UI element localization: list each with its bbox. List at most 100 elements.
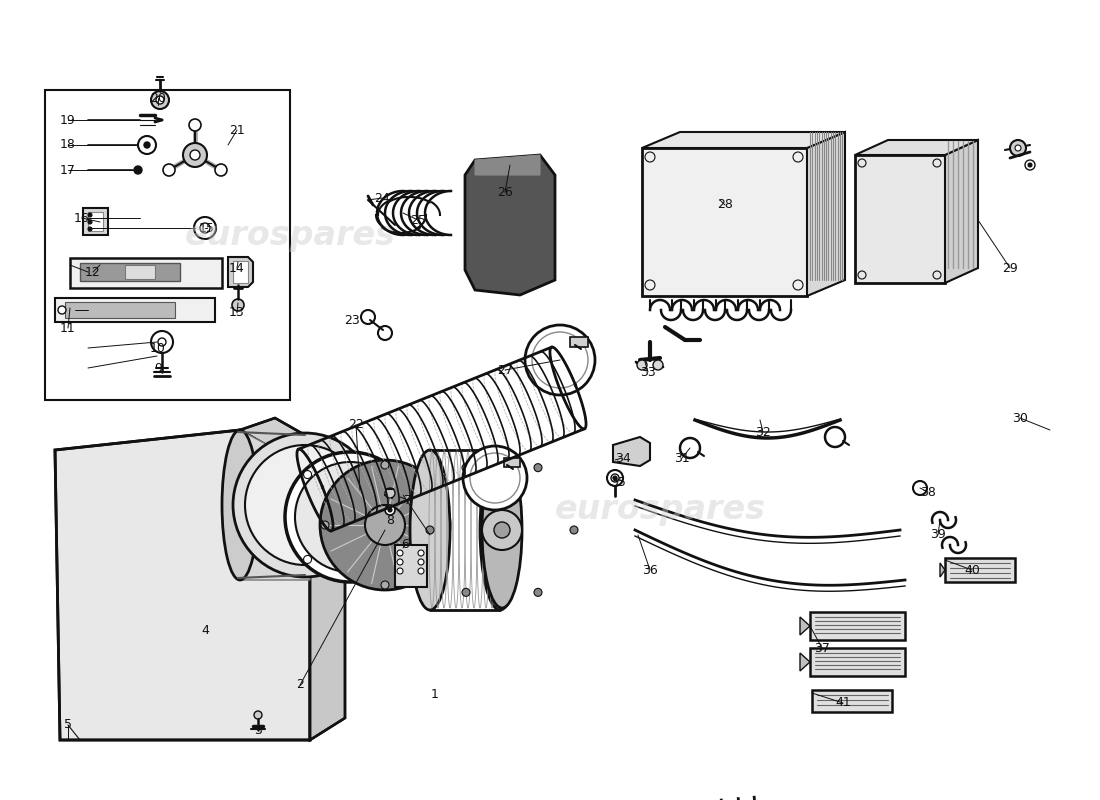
Circle shape: [462, 588, 470, 596]
Bar: [55, 298, 215, 322]
Text: 26: 26: [497, 186, 513, 198]
Circle shape: [254, 711, 262, 719]
Circle shape: [388, 508, 392, 512]
Ellipse shape: [222, 430, 258, 580]
Text: 30: 30: [1012, 411, 1027, 425]
Circle shape: [158, 338, 166, 346]
Text: 15: 15: [199, 222, 214, 234]
Circle shape: [138, 136, 156, 154]
Ellipse shape: [410, 450, 450, 610]
Circle shape: [463, 446, 527, 510]
Circle shape: [610, 474, 619, 482]
Polygon shape: [82, 208, 108, 235]
Circle shape: [462, 464, 470, 472]
Bar: [45, 90, 290, 400]
Text: 17: 17: [60, 163, 76, 177]
Polygon shape: [228, 257, 253, 287]
Bar: [70, 258, 222, 288]
Circle shape: [525, 325, 595, 395]
Polygon shape: [642, 132, 845, 148]
Circle shape: [534, 588, 542, 596]
Circle shape: [418, 559, 424, 565]
Text: 28: 28: [717, 198, 733, 211]
Circle shape: [381, 461, 389, 469]
Text: eurospares: eurospares: [554, 494, 766, 526]
Circle shape: [385, 488, 395, 498]
Circle shape: [534, 464, 542, 472]
Circle shape: [482, 510, 522, 550]
Text: 1: 1: [431, 689, 439, 702]
Polygon shape: [240, 418, 340, 470]
Text: 21: 21: [229, 123, 245, 137]
Bar: [642, 148, 807, 296]
Text: 40: 40: [964, 563, 980, 577]
Text: 11: 11: [60, 322, 76, 334]
Text: 4: 4: [201, 623, 209, 637]
Text: 5: 5: [64, 718, 72, 731]
Circle shape: [88, 213, 92, 217]
Bar: [504, 458, 520, 467]
Circle shape: [426, 526, 434, 534]
Circle shape: [397, 550, 403, 556]
Circle shape: [381, 581, 389, 589]
Circle shape: [653, 360, 663, 370]
Circle shape: [321, 521, 329, 529]
Polygon shape: [613, 437, 650, 466]
Polygon shape: [807, 132, 845, 296]
Circle shape: [156, 96, 164, 104]
Circle shape: [134, 166, 142, 174]
Text: 7: 7: [404, 494, 412, 506]
Circle shape: [388, 555, 396, 563]
Circle shape: [295, 462, 405, 572]
Circle shape: [340, 507, 360, 527]
Text: 12: 12: [85, 266, 101, 278]
Circle shape: [232, 299, 244, 311]
Circle shape: [365, 505, 405, 545]
Text: 16: 16: [74, 211, 90, 225]
Circle shape: [214, 164, 227, 176]
Circle shape: [285, 452, 415, 582]
Circle shape: [88, 227, 92, 231]
Circle shape: [233, 433, 377, 577]
Polygon shape: [55, 430, 310, 740]
Ellipse shape: [480, 450, 520, 610]
Circle shape: [397, 559, 403, 565]
Circle shape: [320, 460, 450, 590]
Polygon shape: [945, 140, 978, 283]
Circle shape: [190, 150, 200, 160]
Circle shape: [1015, 145, 1021, 151]
Text: 23: 23: [344, 314, 360, 326]
Text: 41: 41: [835, 697, 851, 710]
Polygon shape: [475, 155, 540, 175]
Text: 33: 33: [640, 366, 656, 378]
Bar: [810, 648, 905, 676]
Circle shape: [88, 220, 92, 224]
Text: 18: 18: [60, 138, 76, 151]
Circle shape: [388, 470, 396, 478]
Text: 39: 39: [931, 529, 946, 542]
Text: 3: 3: [254, 723, 262, 737]
Text: 19: 19: [60, 114, 76, 126]
Text: 35: 35: [610, 475, 626, 489]
Text: 2: 2: [296, 678, 304, 691]
Bar: [395, 545, 427, 587]
Text: eurospares: eurospares: [185, 218, 396, 251]
Circle shape: [441, 521, 449, 529]
Bar: [810, 612, 905, 640]
Circle shape: [58, 306, 66, 314]
Polygon shape: [310, 455, 345, 740]
Polygon shape: [465, 155, 556, 295]
Bar: [812, 690, 892, 712]
Text: 24: 24: [374, 191, 389, 205]
Text: 36: 36: [642, 563, 658, 577]
Bar: [855, 155, 945, 283]
Ellipse shape: [482, 452, 522, 608]
Circle shape: [418, 568, 424, 574]
Text: 27: 27: [497, 363, 513, 377]
Circle shape: [144, 142, 150, 148]
Polygon shape: [800, 653, 810, 671]
Circle shape: [637, 360, 647, 370]
Text: 13: 13: [229, 306, 245, 319]
Text: 22: 22: [348, 418, 364, 431]
Text: 37: 37: [814, 642, 829, 654]
